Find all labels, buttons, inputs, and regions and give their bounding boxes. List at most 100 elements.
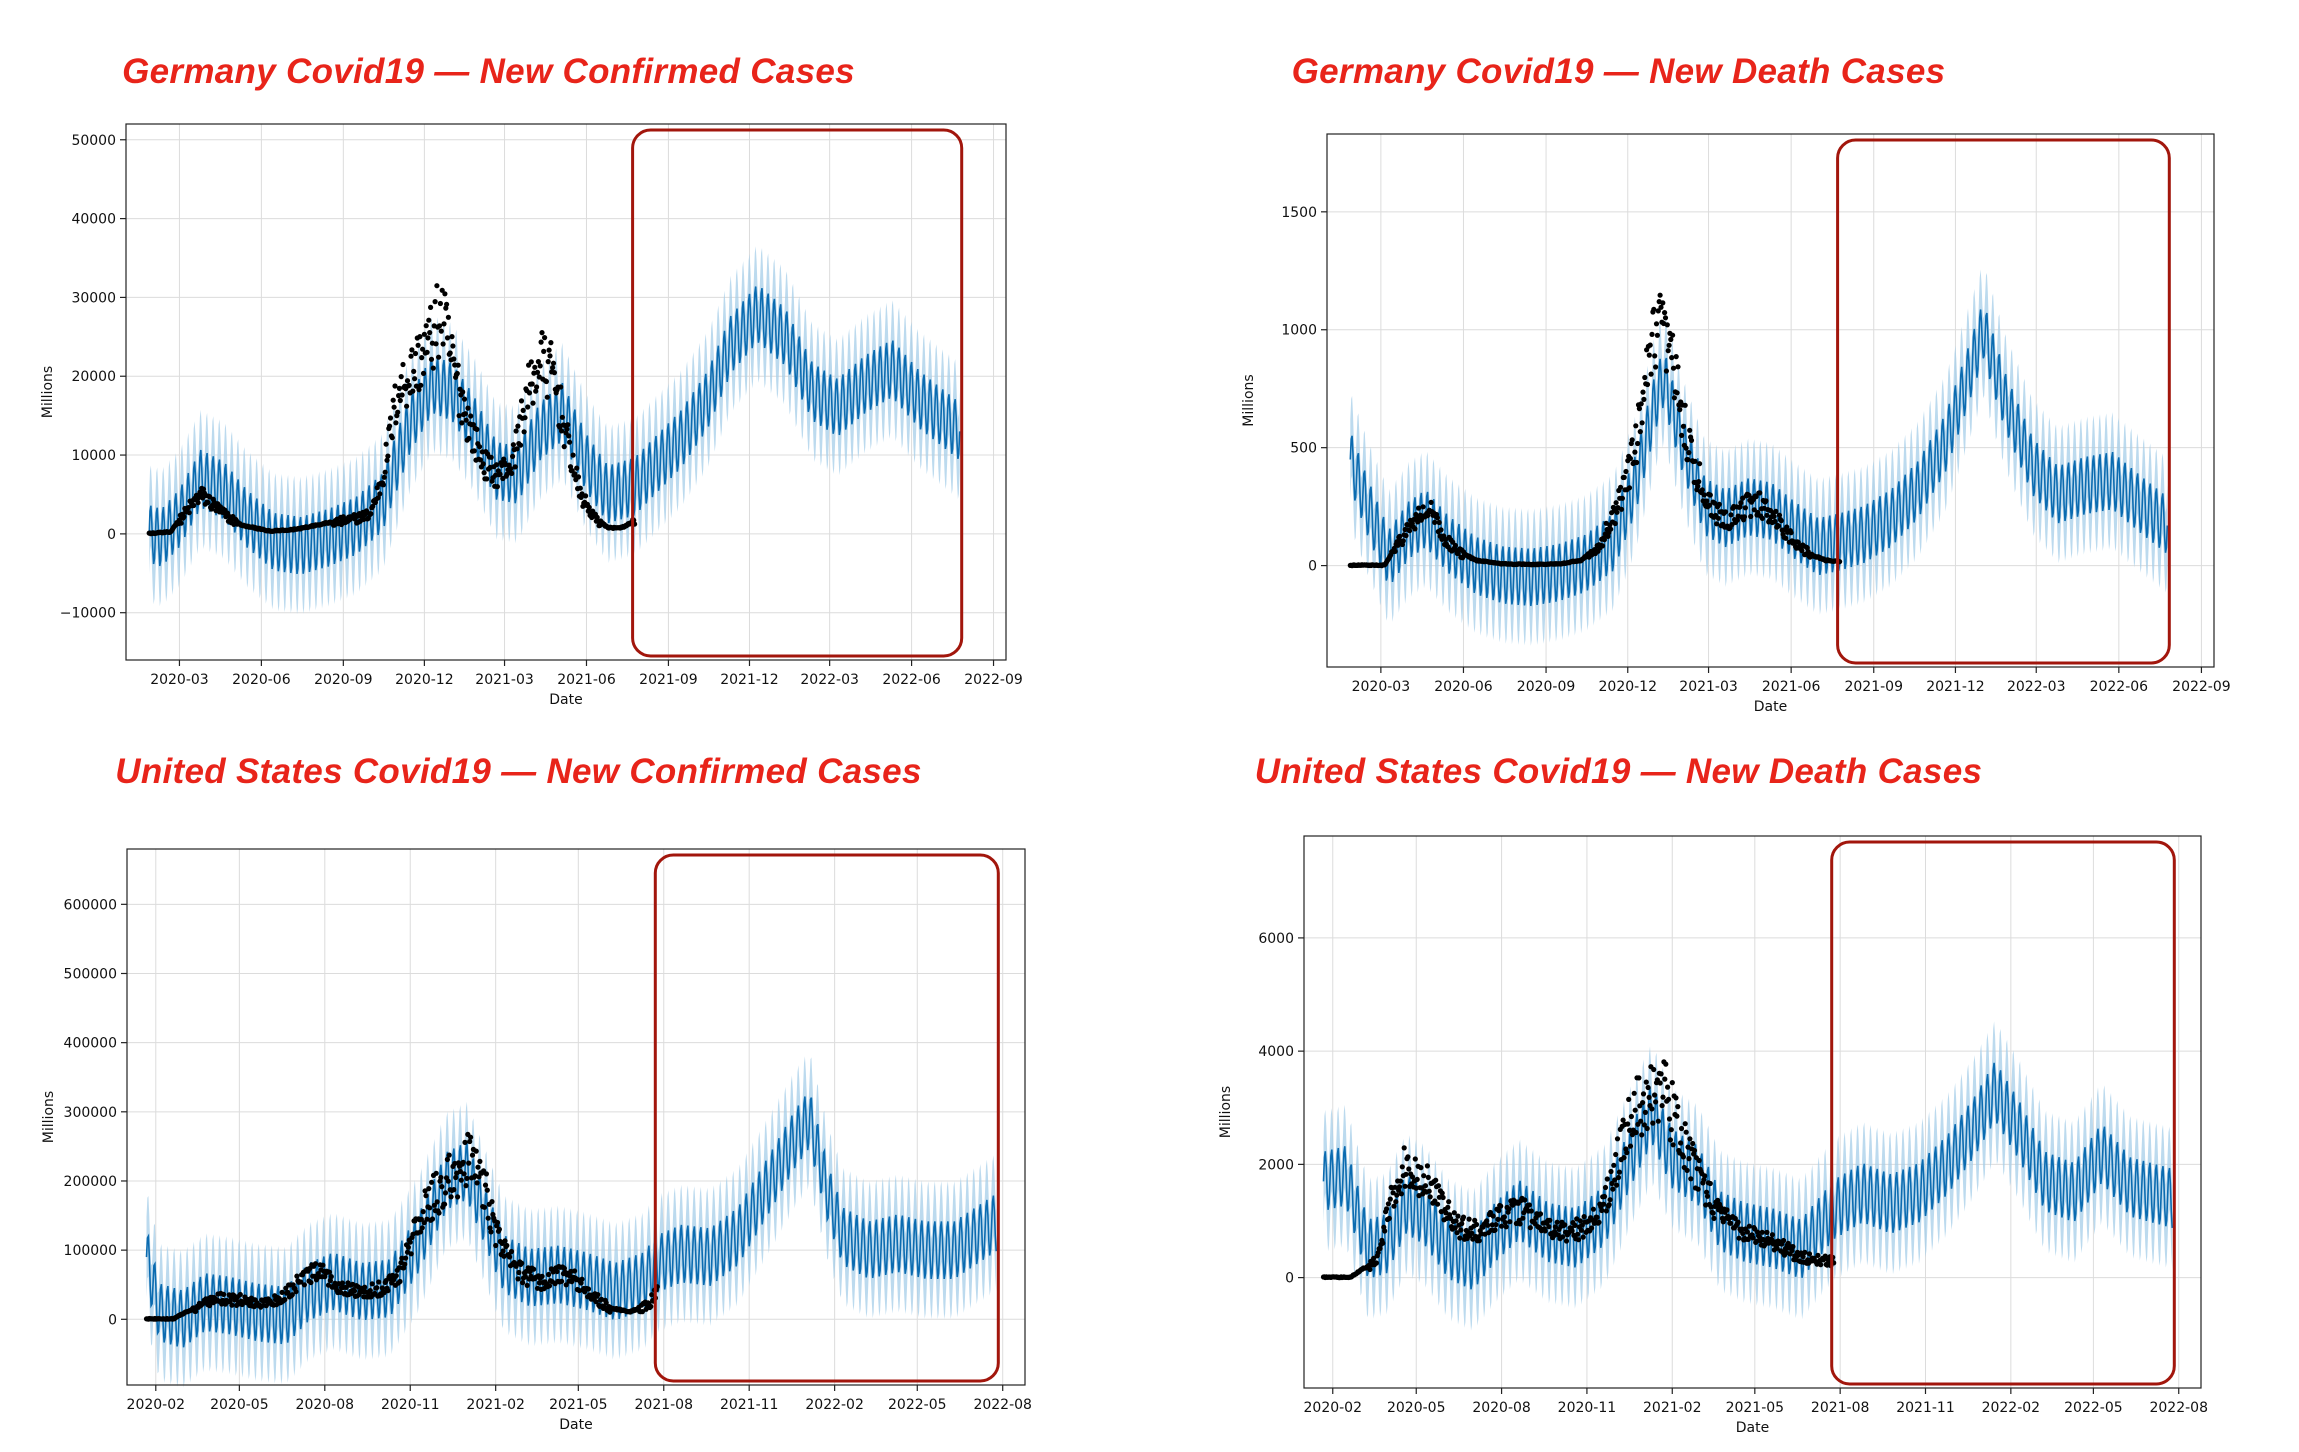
data-point — [402, 1261, 408, 1267]
data-point — [1764, 512, 1770, 518]
data-point — [399, 1255, 405, 1261]
data-point — [1412, 1156, 1418, 1162]
x-tick-label: 2021-05 — [1726, 1400, 1785, 1416]
data-point — [1778, 518, 1784, 524]
data-point — [494, 1219, 501, 1226]
x-tick-label: 2021-05 — [549, 1397, 608, 1413]
data-point — [476, 1174, 482, 1180]
data-point — [1704, 498, 1710, 504]
data-point — [1634, 459, 1640, 466]
data-point — [1407, 528, 1413, 534]
data-point — [1632, 449, 1638, 455]
data-point — [471, 448, 477, 454]
data-point — [444, 335, 451, 341]
data-point — [1637, 429, 1643, 435]
data-point — [376, 1279, 382, 1285]
data-point — [539, 1273, 545, 1279]
data-point — [1645, 1084, 1651, 1091]
data-point — [1554, 1219, 1560, 1225]
data-point — [513, 428, 519, 434]
x-tick-label: 2021-03 — [475, 672, 534, 688]
data-point — [1646, 352, 1652, 358]
data-point — [1618, 506, 1625, 512]
data-point — [1688, 1176, 1694, 1182]
y-tick-label: 0 — [1308, 559, 1317, 575]
data-point — [397, 397, 403, 404]
x-tick-label: 2020-05 — [210, 1397, 269, 1413]
data-point — [387, 423, 393, 429]
data-point — [1400, 538, 1406, 544]
data-point — [1675, 364, 1681, 370]
data-point — [1506, 1206, 1512, 1212]
data-point — [439, 1184, 445, 1190]
data-point — [1629, 437, 1635, 443]
data-point — [547, 353, 553, 359]
data-point — [1640, 389, 1646, 395]
data-point — [487, 1225, 493, 1231]
data-point — [530, 400, 536, 406]
data-point — [446, 1152, 452, 1158]
data-point — [1712, 500, 1718, 506]
data-point — [493, 1242, 499, 1249]
data-point — [1639, 420, 1645, 426]
data-point — [1666, 342, 1672, 348]
data-point — [1426, 1188, 1432, 1194]
data-point — [1695, 483, 1701, 489]
y-tick-label: 50000 — [71, 133, 116, 149]
data-point — [1603, 1208, 1609, 1214]
data-point — [1459, 1221, 1465, 1227]
data-point — [384, 457, 390, 463]
data-point — [1728, 512, 1734, 518]
data-point — [477, 1158, 483, 1164]
data-point — [1604, 1176, 1610, 1182]
data-point — [1668, 1127, 1674, 1133]
data-point — [1625, 1121, 1631, 1127]
data-point — [450, 343, 456, 349]
data-point — [1455, 1213, 1461, 1219]
y-tick-label: 0 — [107, 527, 116, 543]
data-point — [1636, 406, 1642, 412]
y-tick-label: 500 — [1290, 441, 1317, 457]
data-point — [1764, 1229, 1770, 1235]
data-point — [1632, 1107, 1638, 1113]
data-point — [1560, 1234, 1566, 1240]
data-point — [1418, 1165, 1424, 1171]
data-point — [1771, 513, 1777, 520]
data-point — [1445, 1204, 1451, 1210]
data-point — [1621, 474, 1627, 480]
data-point — [391, 404, 397, 410]
data-point — [465, 405, 471, 411]
data-point — [1631, 1090, 1637, 1096]
data-point — [1636, 1075, 1642, 1081]
data-point — [586, 504, 592, 510]
data-point — [567, 464, 574, 470]
x-tick-label: 2021-12 — [720, 672, 779, 688]
data-point — [293, 1289, 299, 1295]
data-point — [282, 1297, 288, 1303]
data-point — [428, 356, 435, 362]
data-point — [1403, 533, 1409, 539]
chart-panel-us-deaths: United States Covid19 — New Death Cases … — [1150, 726, 2299, 1452]
data-point — [1600, 543, 1606, 549]
x-tick-label: 2020-11 — [381, 1397, 440, 1413]
data-point — [1653, 321, 1660, 327]
data-point — [1451, 1210, 1457, 1216]
data-point — [1375, 1250, 1381, 1256]
data-point — [1750, 1235, 1756, 1241]
data-point — [482, 1182, 489, 1188]
data-point — [1678, 1125, 1685, 1132]
data-point — [462, 411, 468, 417]
data-point — [474, 426, 480, 432]
data-point — [339, 1280, 345, 1286]
data-point — [533, 388, 539, 394]
data-point — [1669, 1080, 1675, 1086]
x-tick-label: 2022-09 — [2172, 679, 2231, 695]
data-point — [528, 359, 534, 365]
data-point — [404, 378, 411, 384]
data-point — [1670, 1142, 1676, 1148]
data-point — [423, 323, 429, 329]
data-point — [595, 1292, 601, 1298]
x-tick-label: 2020-03 — [1352, 679, 1411, 695]
data-point — [541, 348, 547, 354]
data-point — [200, 486, 207, 492]
